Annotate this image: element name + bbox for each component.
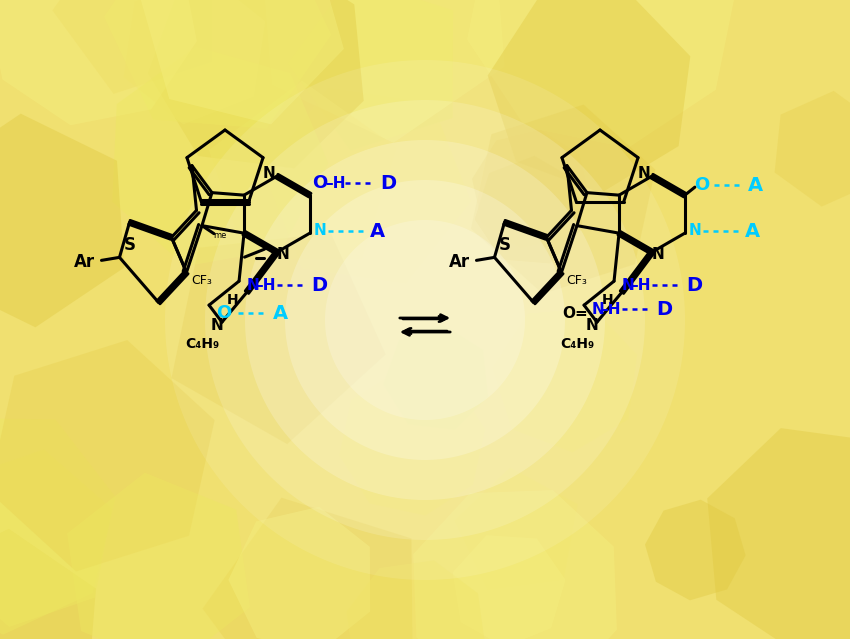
Text: N: N <box>688 222 701 238</box>
Polygon shape <box>140 0 344 125</box>
Polygon shape <box>264 88 471 284</box>
Polygon shape <box>172 233 386 444</box>
Text: Ar: Ar <box>74 253 95 272</box>
Text: H: H <box>227 293 239 307</box>
Text: N: N <box>592 302 604 317</box>
Text: N: N <box>638 166 650 181</box>
Text: D: D <box>380 174 396 192</box>
Polygon shape <box>453 535 565 639</box>
Polygon shape <box>454 467 578 590</box>
Polygon shape <box>287 0 453 151</box>
Text: C₄H₉: C₄H₉ <box>560 337 594 351</box>
Text: A: A <box>273 304 287 323</box>
Polygon shape <box>468 0 737 148</box>
Polygon shape <box>347 560 485 639</box>
Polygon shape <box>0 528 96 639</box>
Text: N: N <box>314 222 326 238</box>
Text: D: D <box>686 275 702 295</box>
Text: me: me <box>213 231 227 240</box>
Polygon shape <box>67 473 250 639</box>
Polygon shape <box>325 220 525 420</box>
Text: –H: –H <box>630 277 650 293</box>
Text: N: N <box>652 247 665 261</box>
Polygon shape <box>339 369 485 516</box>
Text: O=: O= <box>563 306 588 321</box>
Polygon shape <box>104 0 332 129</box>
Text: N: N <box>211 318 224 333</box>
Polygon shape <box>774 91 850 206</box>
Polygon shape <box>285 180 565 460</box>
Text: O: O <box>694 176 710 194</box>
Text: Ar: Ar <box>449 253 470 272</box>
Text: N: N <box>621 277 634 293</box>
Polygon shape <box>0 114 124 327</box>
Polygon shape <box>0 418 116 635</box>
Polygon shape <box>471 105 655 294</box>
Text: CF₃: CF₃ <box>566 274 587 287</box>
Polygon shape <box>645 500 745 601</box>
Text: O: O <box>217 304 232 322</box>
Polygon shape <box>492 308 638 452</box>
Polygon shape <box>707 428 850 639</box>
Text: CF₃: CF₃ <box>191 274 212 287</box>
Polygon shape <box>202 498 413 639</box>
Polygon shape <box>53 0 212 94</box>
Text: C₄H₉: C₄H₉ <box>184 337 219 351</box>
Polygon shape <box>413 490 617 639</box>
Text: –H: –H <box>326 176 346 190</box>
Polygon shape <box>488 0 690 193</box>
Polygon shape <box>0 340 215 571</box>
Text: N: N <box>246 277 259 293</box>
Text: N: N <box>263 166 275 181</box>
Polygon shape <box>148 0 364 168</box>
Text: H: H <box>602 293 614 307</box>
Text: –H: –H <box>255 277 275 293</box>
Polygon shape <box>245 140 605 500</box>
Polygon shape <box>383 325 488 430</box>
Polygon shape <box>0 449 112 627</box>
Text: D: D <box>311 275 327 295</box>
Polygon shape <box>0 0 197 125</box>
Text: S: S <box>498 236 511 254</box>
Polygon shape <box>209 81 397 260</box>
Polygon shape <box>124 0 265 125</box>
Polygon shape <box>474 156 583 263</box>
Text: N: N <box>276 247 289 261</box>
Polygon shape <box>261 0 505 143</box>
Text: A: A <box>748 176 763 195</box>
Text: A: A <box>745 222 761 241</box>
Polygon shape <box>205 100 645 540</box>
Text: S: S <box>123 236 135 254</box>
Text: A: A <box>371 222 385 241</box>
Text: N: N <box>586 318 598 333</box>
Polygon shape <box>165 60 685 580</box>
Text: –H: –H <box>600 302 620 317</box>
Polygon shape <box>472 130 589 247</box>
Polygon shape <box>229 507 370 639</box>
Text: D: D <box>656 300 672 319</box>
Polygon shape <box>112 47 328 266</box>
Text: O: O <box>312 174 327 192</box>
